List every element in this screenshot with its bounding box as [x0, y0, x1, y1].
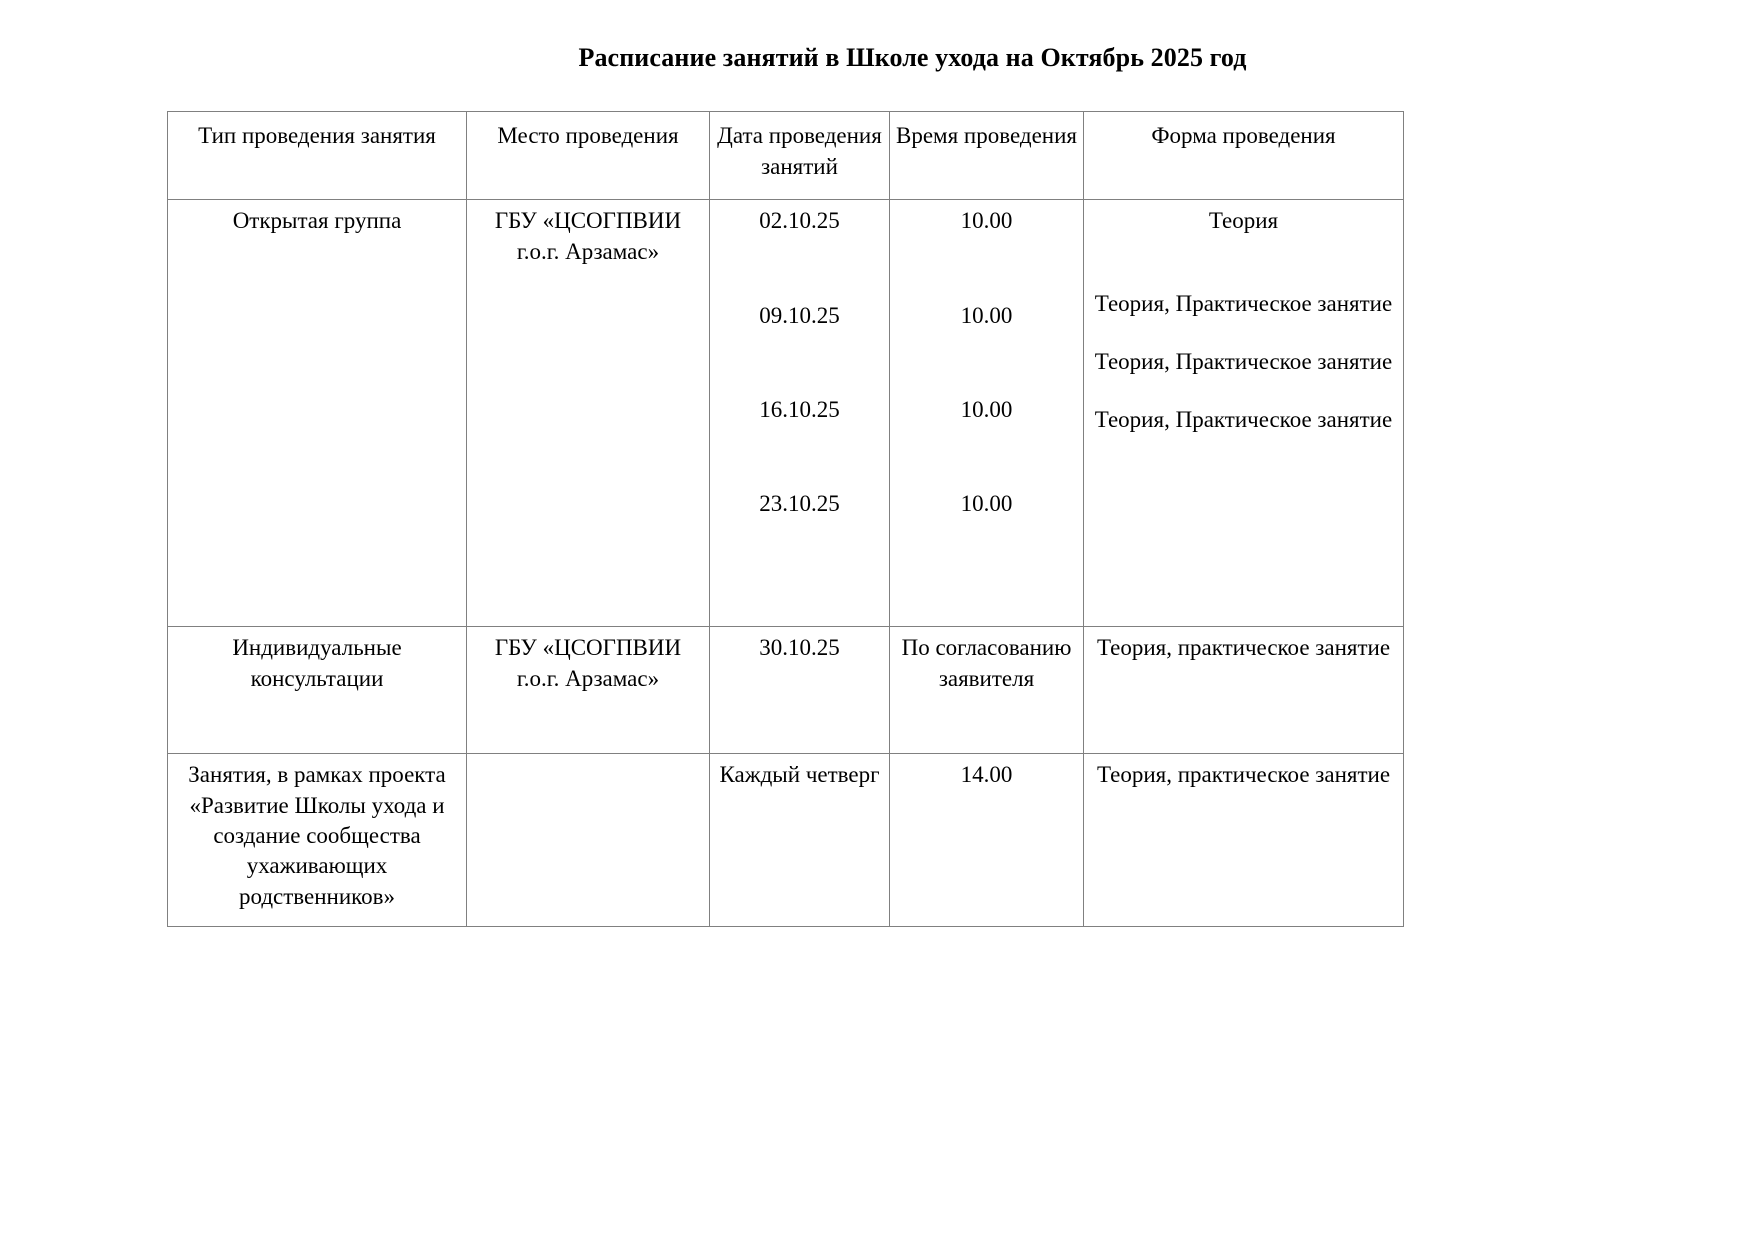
- type-line2: консультации: [250, 665, 384, 691]
- column-header-form: Форма проведения: [1083, 111, 1404, 201]
- date-line1: Каждый: [719, 762, 801, 788]
- date-entry: 09.10.25: [759, 302, 840, 328]
- cell-form-individual: Теория, практическое занятие: [1083, 626, 1404, 755]
- cell-type-open-group: Открытая группа: [167, 199, 467, 628]
- type-line6: родственников»: [238, 883, 396, 909]
- cell-times-open-group: 10.00 10.00 10.00 10.00: [889, 199, 1084, 628]
- column-header-place: Место проведения: [466, 111, 710, 201]
- form-line2: практическое занятие: [1177, 762, 1391, 788]
- form-line2: Практическое занятие: [1175, 407, 1393, 433]
- type-line5: ухаживающих: [246, 853, 388, 879]
- date-entry: 16.10.25: [759, 396, 840, 422]
- form-entry: Теория, Практическое занятие: [1090, 405, 1397, 435]
- form-line2: Практическое занятие: [1175, 290, 1393, 316]
- table-row: Индивидуальные консультации ГБУ «ЦСОГПВИ…: [167, 626, 1404, 755]
- place-line1: ГБУ «ЦСОГПВИИ: [494, 635, 682, 661]
- type-line1: Индивидуальные: [232, 635, 402, 661]
- cell-place-individual: ГБУ «ЦСОГПВИИ г.о.г. Арзамас»: [466, 626, 710, 755]
- cell-time-project: 14.00: [889, 753, 1084, 928]
- column-header-type: Тип проведения занятия: [167, 111, 467, 201]
- form-entry: Теория, Практическое занятие: [1090, 289, 1397, 319]
- table-row: Занятия, в рамках проекта «Развитие Школ…: [167, 753, 1404, 928]
- column-header-date: Дата проведения занятий: [709, 111, 890, 201]
- form-entry: Теория, Практическое занятие: [1090, 347, 1397, 377]
- form-line1: Теория: [1208, 208, 1279, 234]
- form-line1: Теория,: [1096, 762, 1172, 788]
- time-line1: По: [901, 635, 930, 661]
- form-line1: Теория,: [1094, 290, 1170, 316]
- page-title: Расписание занятий в Школе ухода на Октя…: [578, 43, 1247, 72]
- time-line2: согласованию: [935, 635, 1072, 661]
- cell-date-project: Каждый четверг: [709, 753, 890, 928]
- column-header-date-line2: занятий: [761, 153, 838, 179]
- form-entry: Теория: [1090, 206, 1397, 236]
- cell-place-project: [466, 753, 710, 928]
- type-line4: сообщества: [306, 822, 421, 848]
- date-line2: четверг: [805, 762, 880, 788]
- date-entry: 23.10.25: [759, 491, 840, 517]
- type-line3: Школы ухода и создание: [213, 792, 445, 848]
- cell-place-open-group: ГБУ «ЦСОГПВИИ г.о.г. Арзамас»: [466, 199, 710, 628]
- time-line3: заявителя: [938, 665, 1035, 691]
- place-line1: ГБУ «ЦСОГПВИИ: [494, 208, 682, 234]
- cell-dates-open-group: 02.10.25 09.10.25 16.10.25 23.10.25: [709, 199, 890, 628]
- schedule-table-container: Тип проведения занятия Место проведения …: [167, 111, 1404, 928]
- table-header-row: Тип проведения занятия Место проведения …: [167, 111, 1404, 201]
- schedule-table: Тип проведения занятия Место проведения …: [167, 111, 1404, 928]
- table-row: Открытая группа ГБУ «ЦСОГПВИИ г.о.г. Арз…: [167, 199, 1404, 628]
- column-header-date-line1: Дата проведения: [717, 123, 882, 149]
- place-line2: г.о.г. Арзамас»: [516, 665, 660, 691]
- place-line2: г.о.г. Арзамас»: [516, 238, 660, 264]
- time-entry: 10.00: [960, 302, 1013, 328]
- date-entry: 02.10.25: [759, 208, 840, 234]
- cell-date-individual: 30.10.25: [709, 626, 890, 755]
- type-line2: проекта «Развитие: [189, 762, 446, 818]
- cell-type-individual: Индивидуальные консультации: [167, 626, 467, 755]
- form-line1: Теория,: [1094, 348, 1170, 374]
- form-line2: практическое занятие: [1177, 635, 1391, 661]
- cell-forms-open-group: Теория Теория, Практическое занятие Теор…: [1083, 199, 1404, 628]
- time-entry: 10.00: [960, 208, 1013, 234]
- time-entry: 10.00: [960, 491, 1013, 517]
- column-header-time: Время проведения: [889, 111, 1084, 201]
- form-line1: Теория,: [1094, 407, 1170, 433]
- cell-type-project: Занятия, в рамках проекта «Развитие Школ…: [167, 753, 467, 928]
- cell-form-project: Теория, практическое занятие: [1083, 753, 1404, 928]
- time-entry: 10.00: [960, 396, 1013, 422]
- type-line1: Занятия, в рамках: [188, 762, 363, 788]
- cell-time-individual: По согласованию заявителя: [889, 626, 1084, 755]
- form-line1: Теория,: [1096, 635, 1172, 661]
- form-line2: Практическое занятие: [1175, 348, 1393, 374]
